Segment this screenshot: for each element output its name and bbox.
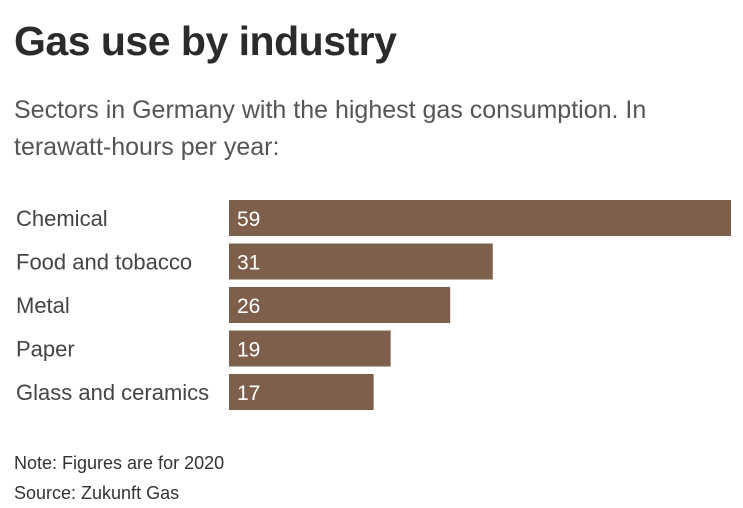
- category-label-chemical: Chemical: [16, 206, 108, 231]
- bar-glass-and-ceramics: [229, 374, 374, 410]
- category-label-food-and-tobacco: Food and tobacco: [16, 250, 192, 275]
- value-label-food-and-tobacco: 31: [237, 252, 260, 275]
- chart-subtitle: Sectors in Germany with the highest gas …: [14, 96, 647, 161]
- bar-metal: [229, 287, 451, 323]
- bar-chemical: [229, 200, 731, 236]
- footnote: Note: Figures are for 2020: [14, 453, 225, 473]
- chart-title: Gas use by industry: [14, 18, 397, 64]
- category-label-paper: Paper: [16, 337, 75, 362]
- bar-paper: [229, 330, 391, 367]
- value-label-glass-and-ceramics: 17: [237, 382, 260, 405]
- bar-food-and-tobacco: [229, 243, 493, 280]
- category-label-metal: Metal: [16, 293, 70, 318]
- category-label-glass-and-ceramics: Glass and ceramics: [16, 380, 209, 405]
- source-note: Source: Zukunft Gas: [14, 483, 180, 503]
- value-label-metal: 26: [237, 295, 260, 318]
- chart-footer: Note: Figures are for 2020 Source: Zukun…: [14, 448, 224, 508]
- value-label-paper: 19: [237, 339, 260, 362]
- bar-chart: Chemical 59 Food and tobacco 31 Metal 26 Paper…: [16, 200, 731, 410]
- value-label-chemical: 59: [237, 208, 260, 231]
